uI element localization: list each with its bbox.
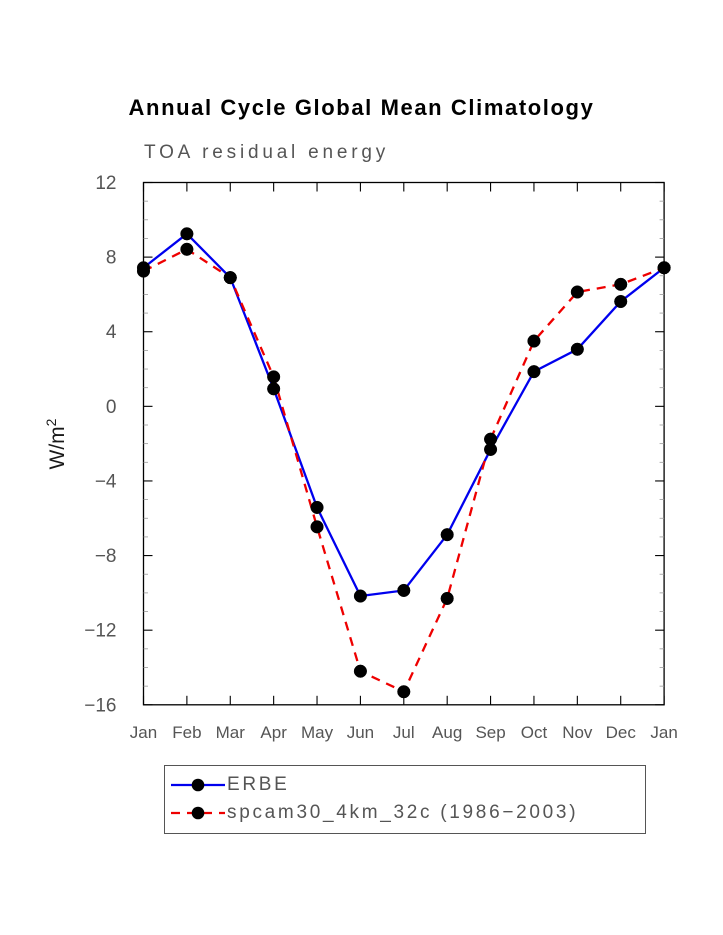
svg-text:Apr: Apr bbox=[260, 723, 287, 742]
svg-text:−4: −4 bbox=[95, 471, 117, 492]
svg-text:Jan: Jan bbox=[130, 723, 157, 742]
svg-text:−8: −8 bbox=[95, 546, 117, 567]
svg-text:Dec: Dec bbox=[606, 723, 637, 742]
svg-text:Oct: Oct bbox=[521, 723, 548, 742]
svg-text:Sep: Sep bbox=[475, 723, 505, 742]
svg-text:Jun: Jun bbox=[347, 723, 374, 742]
svg-text:0: 0 bbox=[106, 397, 117, 418]
svg-text:4: 4 bbox=[106, 322, 117, 343]
svg-text:Jul: Jul bbox=[393, 723, 415, 742]
svg-text:Feb: Feb bbox=[172, 723, 201, 742]
svg-text:12: 12 bbox=[95, 173, 116, 194]
svg-text:Aug: Aug bbox=[432, 723, 462, 742]
svg-text:−12: −12 bbox=[84, 621, 116, 642]
svg-text:8: 8 bbox=[106, 248, 117, 269]
svg-text:Nov: Nov bbox=[562, 723, 593, 742]
svg-text:−16: −16 bbox=[84, 695, 116, 716]
svg-text:May: May bbox=[301, 723, 334, 742]
svg-text:Mar: Mar bbox=[216, 723, 246, 742]
svg-text:W/m2: W/m2 bbox=[43, 418, 69, 469]
svg-text:Jan: Jan bbox=[650, 723, 677, 742]
